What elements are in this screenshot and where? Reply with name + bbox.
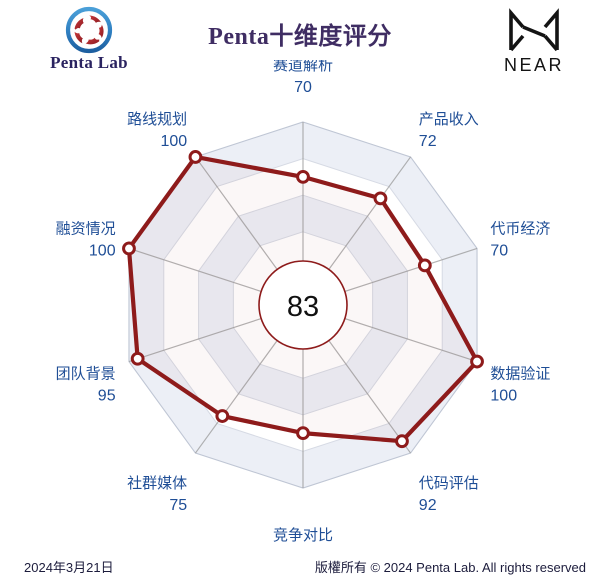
radar-data-point[interactable] [470, 354, 484, 369]
radar-axis-label-value: 70 [490, 242, 508, 259]
radar-axis-label-name: 赛道解析 [273, 60, 333, 74]
radar-data-point[interactable] [296, 426, 310, 441]
radar-data-point[interactable] [130, 351, 145, 366]
radar-data-point[interactable] [417, 258, 432, 273]
penta-lab-recycle-circle-logo-icon [65, 6, 113, 54]
radar-axis-label-name: 数据验证 [490, 366, 550, 383]
radar-axis-labels: 赛道解析70产品收入72代币经济70数据验证100代码评估92竞争对比70社群媒… [56, 60, 551, 544]
radar-axis-label-value: 92 [419, 497, 437, 514]
radar-axis-label-name: 路线规划 [127, 111, 187, 128]
partner-wordmark: NEAR [503, 55, 564, 75]
radar-axis-label-value: 72 [419, 133, 437, 150]
radar-data-point[interactable] [395, 434, 409, 449]
radar-axis-label-value: 100 [89, 242, 116, 259]
center-score-value: 83 [287, 291, 319, 323]
radar-axis-label-name: 代码评估 [419, 475, 479, 492]
radar-data-point[interactable] [188, 150, 203, 164]
radar-axis-label-value: 95 [98, 388, 116, 405]
footer-copyright: 版權所有 © 2024 Penta Lab. All rights reserv… [314, 560, 586, 575]
radar-data-point[interactable] [373, 191, 388, 206]
radar-axis-label-name: 产品收入 [419, 111, 479, 128]
near-protocol-n-logo-icon [509, 8, 559, 52]
radar-axis-label-name: 融资情况 [56, 220, 116, 237]
brand-logo: Penta Lab [24, 6, 154, 73]
radar-axis-label-value: 100 [160, 133, 187, 150]
radar-axis-label-value: 75 [169, 497, 187, 514]
page-title: Penta十维度评分 [208, 24, 392, 50]
radar-data-point[interactable] [296, 170, 310, 184]
radar-series-markers[interactable] [122, 150, 484, 449]
page-header: Penta Lab Penta十维度评分 NEAR [0, 0, 600, 75]
radar-chart: 83 赛道解析70产品收入72代币经济70数据验证100代码评估92竞争对比70… [0, 60, 600, 547]
radar-center-badge: 83 [258, 260, 348, 350]
radar-axis-label-value: 100 [490, 388, 517, 405]
brand-name: Penta Lab [50, 53, 128, 72]
radar-chart-svg: 83 赛道解析70产品收入72代币经济70数据验证100代码评估92竞争对比70… [56, 60, 551, 544]
center-score-circle [258, 260, 348, 350]
radar-axis-label-name: 社群媒体 [127, 475, 187, 492]
partner-logo: NEAR [486, 8, 582, 76]
radar-axis-label-name: 团队背景 [56, 366, 116, 383]
radar-data-point[interactable] [215, 409, 230, 423]
radar-axis-label-name: 竞争对比 [273, 526, 333, 544]
radar-axis-label-value: 70 [294, 79, 312, 96]
page-footer: 2024年3月21日 版權所有 © 2024 Penta Lab. All ri… [0, 547, 600, 587]
footer-date: 2024年3月21日 [24, 560, 114, 575]
radar-data-point[interactable] [122, 241, 136, 256]
radar-axis-label-name: 代币经济 [490, 220, 550, 237]
